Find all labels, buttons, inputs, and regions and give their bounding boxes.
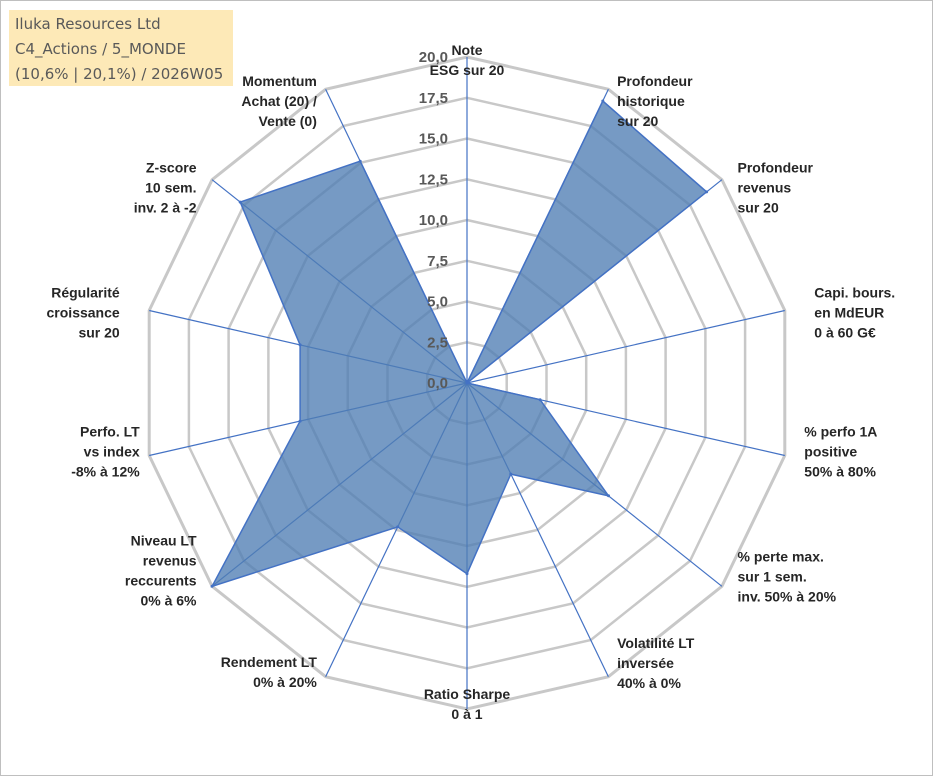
axis-label-line: 50% à 80% <box>804 463 876 479</box>
data-point-13 <box>358 159 362 163</box>
axis-label-9: Niveau LT revenus reccurents 0% à 6% <box>125 532 197 608</box>
data-point-10 <box>298 419 302 423</box>
data-point-7 <box>465 572 469 576</box>
radar-tick-labels: 0,0 2,5 5,0 7,5 10,0 12,5 15,0 17,5 20,0 <box>419 49 448 392</box>
axis-line-3 <box>466 309 785 384</box>
axis-label-line: % perfo 1A <box>804 423 877 439</box>
axis-label-line: Perfo. LT <box>80 423 140 439</box>
axis-label-line: sur 1 sem. <box>738 569 807 585</box>
axis-label-line: Achat (20) / <box>241 93 317 109</box>
axis-label-line: 40% à 0% <box>617 675 681 691</box>
axis-label-line: inv. 2 à -2 <box>134 200 197 216</box>
data-point-1 <box>601 99 605 103</box>
axis-label-line: inv. 50% à 20% <box>738 589 837 605</box>
axis-label-line: Régularité <box>51 285 120 301</box>
data-point-12 <box>238 200 242 204</box>
axis-label-6: Volatilité LT inversée 40% à 0% <box>617 635 695 691</box>
tick-label-3: 7,5 <box>427 253 448 270</box>
tick-label-1: 2,5 <box>427 334 448 351</box>
axis-label-0: Note ESG sur 20 <box>430 42 505 78</box>
tick-label-2: 5,0 <box>427 294 448 311</box>
axis-label-line: Profondeur <box>738 160 814 176</box>
data-point-11 <box>298 343 302 347</box>
tick-label-7: 17,5 <box>419 90 448 107</box>
security-name: Iluka Resources Ltd <box>15 15 161 33</box>
axis-label-line: 0% à 20% <box>253 674 317 690</box>
axis-label-3: Capi. bours. en MdEUR 0 à 60 G€ <box>814 285 895 341</box>
axis-label-12: Z-score 10 sem. inv. 2 à -2 <box>134 160 197 216</box>
data-point-6 <box>509 472 513 476</box>
axis-label-line: sur 20 <box>78 325 119 341</box>
tick-label-0: 0,0 <box>427 375 448 392</box>
axis-label-line: 0 à 1 <box>451 706 482 722</box>
axis-label-1: Profondeur historique sur 20 <box>617 73 693 129</box>
axis-label-line: revenus <box>738 180 792 196</box>
tick-label-6: 15,0 <box>419 131 448 148</box>
axis-label-line: positive <box>804 443 857 459</box>
axis-label-line: Note <box>451 42 482 58</box>
axis-label-line: Rendement LT <box>221 654 318 670</box>
axis-label-line: vs index <box>84 443 140 459</box>
security-info-box: Iluka Resources Ltd C4_Actions / 5_MONDE… <box>9 10 233 86</box>
axis-label-line: 0% à 6% <box>140 592 197 608</box>
axis-label-line: Capi. bours. <box>814 285 895 301</box>
axis-label-line: Volatilité LT <box>617 635 695 651</box>
radar-axis-labels: Note ESG sur 20 Profondeur historique sur 20… <box>47 42 896 722</box>
data-point-9 <box>210 584 214 588</box>
axis-label-8: Rendement LT 0% à 20% <box>221 654 318 690</box>
portfolio-path: C4_Actions / 5_MONDE <box>15 40 186 58</box>
data-point-8 <box>396 525 400 529</box>
axis-label-line: Profondeur <box>617 73 693 89</box>
axis-label-line: Vente (0) <box>259 113 317 129</box>
axis-label-2: Profondeur revenus sur 20 <box>738 160 814 216</box>
data-point-3 <box>465 381 469 385</box>
axis-label-line: -8% à 12% <box>71 463 140 479</box>
axis-label-10: Perfo. LT vs index -8% à 12% <box>71 423 140 479</box>
axis-label-line: inversée <box>617 655 674 671</box>
axis-label-line: sur 20 <box>617 113 658 129</box>
axis-label-line: reccurents <box>125 572 197 588</box>
axis-label-7: Ratio Sharpe 0 à 1 <box>424 686 511 722</box>
axis-label-11: Régularité croissance sur 20 <box>47 285 120 341</box>
data-point-5 <box>607 494 610 498</box>
data-point-2 <box>705 190 709 194</box>
axis-label-line: croissance <box>47 305 120 321</box>
axis-label-13: Momentum Achat (20) / Vente (0) <box>241 73 317 129</box>
axis-label-line: 0 à 60 G€ <box>814 325 876 341</box>
axis-label-line: Z-score <box>146 160 197 176</box>
axis-label-line: Niveau LT <box>131 532 197 548</box>
tick-label-5: 12,5 <box>419 171 448 188</box>
tick-label-4: 10,0 <box>419 212 448 229</box>
axis-label-line: en MdEUR <box>814 305 884 321</box>
performance-period: (10,6% | 20,1%) / 2026W05 <box>15 65 224 83</box>
axis-label-line: revenus <box>143 552 197 568</box>
data-point-4 <box>538 398 542 402</box>
tick-label-8: 20,0 <box>419 49 448 66</box>
axis-label-line: historique <box>617 93 685 109</box>
axis-label-line: ESG sur 20 <box>430 62 505 78</box>
axis-label-5: % perte max. sur 1 sem. inv. 50% à 20% <box>738 549 837 605</box>
axis-label-line: Ratio Sharpe <box>424 686 511 702</box>
axis-label-line: % perte max. <box>738 549 824 565</box>
axis-label-4: % perfo 1A positive 50% à 80% <box>804 423 877 479</box>
axis-label-line: 10 sem. <box>145 180 196 196</box>
radar-series <box>210 99 709 588</box>
axis-label-line: Momentum <box>242 73 317 89</box>
axis-label-line: sur 20 <box>738 200 779 216</box>
